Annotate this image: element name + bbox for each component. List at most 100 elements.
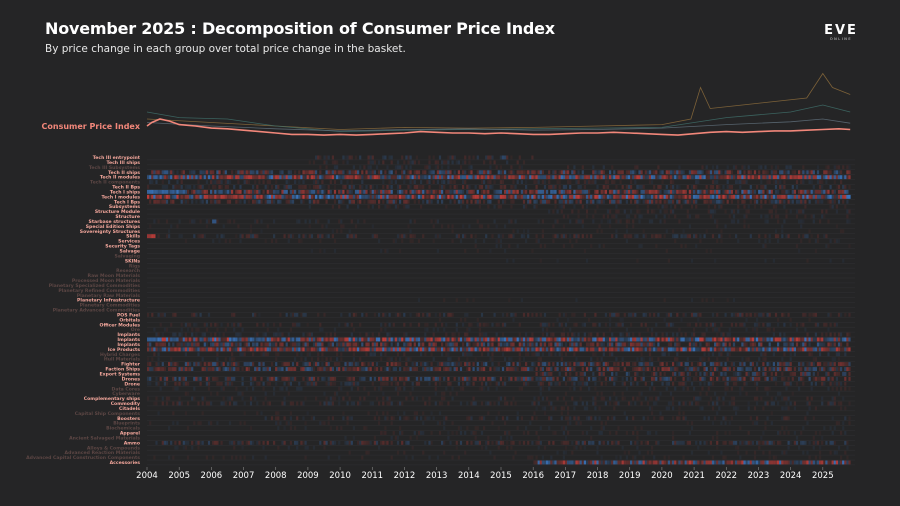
heatmap-cell bbox=[357, 170, 360, 175]
heatmap-cell bbox=[686, 337, 689, 342]
heatmap-cell bbox=[535, 199, 538, 204]
heatmap-cell bbox=[537, 175, 540, 180]
heatmap-cell bbox=[449, 175, 452, 180]
heatmap-cell bbox=[558, 204, 561, 209]
heatmap-cell bbox=[270, 194, 274, 199]
heatmap-cell bbox=[785, 194, 788, 199]
heatmap-cell bbox=[682, 376, 685, 381]
heatmap-cell bbox=[756, 199, 759, 204]
heatmap-cell bbox=[749, 199, 752, 204]
heatmap-cell bbox=[476, 337, 479, 342]
heatmap-cell bbox=[569, 347, 572, 352]
heatmap-cell bbox=[231, 175, 234, 180]
heatmap-cell bbox=[846, 170, 849, 175]
heatmap-cell bbox=[619, 347, 622, 352]
heatmap-cell bbox=[636, 258, 639, 263]
heatmap-cell bbox=[581, 376, 584, 381]
heatmap-cell bbox=[728, 194, 731, 199]
heatmap-cell bbox=[352, 352, 355, 357]
heatmap-cell bbox=[373, 234, 376, 239]
heatmap-cell bbox=[216, 367, 219, 372]
heatmap-cell bbox=[432, 357, 435, 362]
heatmap-cell bbox=[716, 357, 719, 362]
heatmap-cell bbox=[336, 367, 339, 372]
heatmap-cell bbox=[516, 175, 519, 180]
heatmap-cell bbox=[258, 194, 261, 199]
heatmap-cell bbox=[205, 327, 208, 332]
heatmap-cell bbox=[577, 362, 580, 367]
heatmap-cell bbox=[487, 189, 490, 194]
heatmap-cell bbox=[690, 258, 694, 263]
heatmap-cell bbox=[291, 175, 295, 180]
heatmap-cell bbox=[737, 347, 740, 352]
heatmap-cell bbox=[304, 362, 307, 367]
heatmap-cell bbox=[609, 342, 612, 347]
heatmap-cell bbox=[548, 376, 551, 381]
heatmap-cell bbox=[567, 214, 570, 219]
heatmap-cell bbox=[562, 189, 565, 194]
heatmap-cell bbox=[447, 194, 450, 199]
heatmap-cell bbox=[791, 376, 794, 381]
heatmap-cell bbox=[833, 337, 836, 342]
heatmap-cell bbox=[317, 234, 320, 239]
heatmap-cell bbox=[447, 312, 450, 317]
heatmap-cell bbox=[663, 347, 666, 352]
heatmap-cell bbox=[149, 367, 152, 372]
heatmap-cell bbox=[382, 347, 385, 352]
heatmap-cell bbox=[178, 337, 181, 342]
heatmap-cell bbox=[726, 347, 729, 352]
heatmap-cell bbox=[149, 224, 152, 229]
heatmap-cell bbox=[602, 347, 605, 352]
heatmap-cell bbox=[625, 185, 628, 189]
heatmap-cell bbox=[375, 337, 379, 342]
heatmap-cell bbox=[434, 347, 437, 352]
heatmap-cell bbox=[485, 155, 488, 160]
heatmap-cell bbox=[720, 170, 723, 175]
heatmap-cell bbox=[716, 376, 719, 381]
heatmap-cell bbox=[189, 322, 192, 327]
heatmap-cell bbox=[711, 372, 715, 376]
heatmap-cell bbox=[262, 332, 265, 337]
heatmap-cell bbox=[638, 332, 641, 337]
heatmap-cell bbox=[247, 170, 250, 175]
heatmap-cell bbox=[260, 352, 263, 357]
heatmap-cell bbox=[701, 337, 704, 342]
heatmap-cell bbox=[409, 165, 412, 170]
heatmap-cell bbox=[443, 312, 446, 317]
heatmap-cell bbox=[155, 362, 158, 367]
heatmap-cell bbox=[321, 175, 324, 180]
heatmap-cell bbox=[279, 342, 282, 347]
heatmap-cell bbox=[375, 347, 379, 352]
heatmap-cell bbox=[464, 317, 467, 322]
heatmap-cell bbox=[541, 194, 544, 199]
heatmap-cell bbox=[648, 362, 652, 367]
heatmap-cell bbox=[302, 175, 305, 180]
heatmap-cell bbox=[455, 337, 458, 342]
heatmap-cell bbox=[617, 337, 620, 342]
heatmap-cell bbox=[210, 170, 213, 175]
heatmap-cell bbox=[552, 194, 555, 199]
heatmap-cell bbox=[487, 224, 490, 229]
heatmap-cell bbox=[642, 376, 645, 381]
heatmap-cell bbox=[546, 189, 549, 194]
heatmap-cell bbox=[300, 239, 303, 244]
heatmap-cell bbox=[837, 189, 841, 194]
heatmap-cell bbox=[147, 185, 150, 189]
heatmap-cell bbox=[472, 376, 475, 381]
heatmap-cell bbox=[361, 347, 364, 352]
heatmap-cell bbox=[493, 337, 496, 342]
heatmap-cell bbox=[756, 376, 759, 381]
heatmap-cell bbox=[331, 194, 334, 199]
heatmap-cell bbox=[546, 362, 549, 367]
heatmap-cell bbox=[342, 155, 345, 160]
heatmap-cell bbox=[804, 347, 807, 352]
heatmap-cell bbox=[298, 381, 301, 386]
heatmap-cell bbox=[651, 170, 654, 175]
heatmap-cell bbox=[791, 372, 794, 376]
heatmap-cell bbox=[382, 381, 385, 386]
heatmap-cell bbox=[155, 381, 158, 386]
heatmap-cell bbox=[474, 194, 477, 199]
heatmap-cell bbox=[340, 342, 343, 347]
heatmap-cell bbox=[716, 224, 719, 229]
